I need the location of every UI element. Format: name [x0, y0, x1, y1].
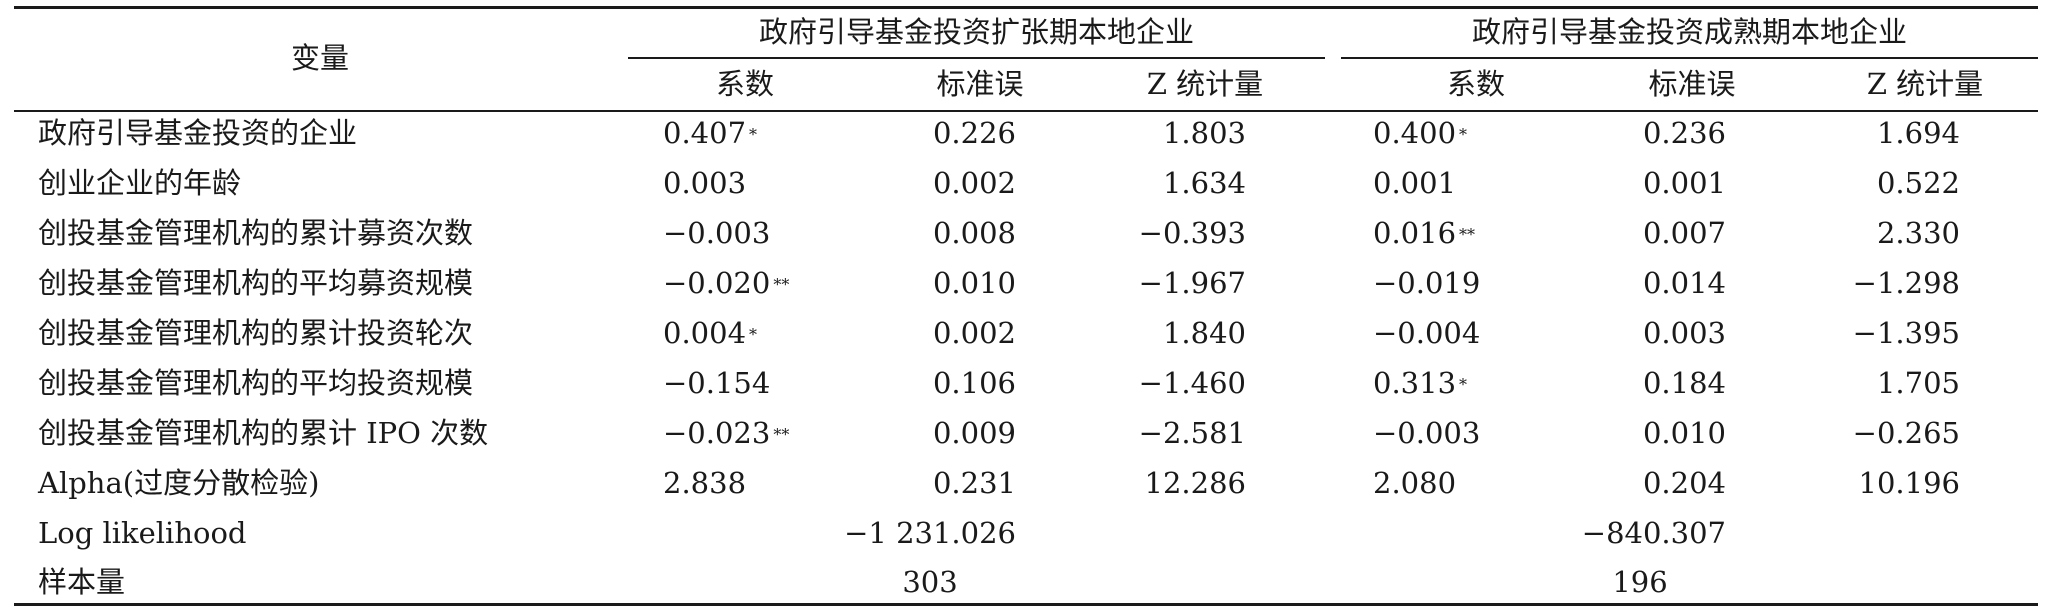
coef-1: 0.004 * [663, 316, 758, 350]
z-2: −1.395 [1852, 316, 1960, 350]
z-2: 0.522 [1876, 166, 1960, 200]
row-label: 创投基金管理机构的平均募资规模 [38, 266, 474, 300]
se-2: 0.236 [1642, 116, 1726, 150]
row-label: 创投基金管理机构的累计投资轮次 [38, 316, 474, 350]
sample-size-value-2: 196 [1612, 565, 1668, 599]
significance-marker: ** [773, 425, 790, 444]
subheader-coef-1: 系数 [715, 67, 774, 101]
group-rule-left [628, 57, 1325, 59]
coef-2: 0.016 ** [1373, 216, 1476, 250]
se-1: 0.002 [932, 316, 1016, 350]
group-rule-right [1341, 57, 2038, 59]
row-label: 创投基金管理机构的累计募资次数 [38, 216, 474, 250]
header-rule [14, 110, 2038, 112]
coef-2: −0.003 [1373, 416, 1481, 450]
variable-header: 变量 [290, 41, 349, 75]
z-1: 12.286 [1144, 466, 1246, 500]
group-header-expansion: 政府引导基金投资扩张期本地企业 [758, 15, 1194, 49]
subheader-z-2: Z 统计量 [1866, 67, 1984, 101]
sample-size-label: 样本量 [38, 565, 126, 599]
z-1: 1.634 [1162, 166, 1246, 200]
z-1: 1.840 [1162, 316, 1246, 350]
coef-1: 0.407 * [663, 116, 758, 150]
subheader-z-1: Z 统计量 [1146, 67, 1264, 101]
se-1: 0.009 [932, 416, 1016, 450]
subheader-coef-2: 系数 [1446, 67, 1505, 101]
z-1: −2.581 [1138, 416, 1246, 450]
se-1: 0.010 [932, 266, 1016, 300]
z-2: −0.265 [1852, 416, 1960, 450]
top-rule [14, 6, 2038, 9]
z-1: 1.803 [1162, 116, 1246, 150]
significance-marker: ** [773, 275, 790, 294]
subheader-se-1: 标准误 [936, 67, 1024, 101]
z-1: −1.967 [1138, 266, 1246, 300]
se-2: 0.007 [1642, 216, 1726, 250]
subheader-se-2: 标准误 [1648, 67, 1736, 101]
coef-2: 0.400 * [1373, 116, 1468, 150]
se-1: 0.231 [932, 466, 1016, 500]
se-1: 0.226 [932, 116, 1016, 150]
coef-1: −0.020 ** [663, 266, 790, 300]
se-2: 0.003 [1642, 316, 1726, 350]
coef-2: 2.080 [1373, 466, 1457, 500]
se-2: 0.010 [1642, 416, 1726, 450]
row-label: 政府引导基金投资的企业 [38, 116, 358, 150]
coef-1: −0.154 [663, 366, 771, 400]
se-2: 0.014 [1642, 266, 1726, 300]
coef-1: −0.023 ** [663, 416, 790, 450]
z-2: 2.330 [1876, 216, 1960, 250]
z-2: −1.298 [1852, 266, 1960, 300]
significance-marker: * [1459, 375, 1468, 394]
row-label: 创投基金管理机构的累计 IPO 次数 [38, 416, 489, 450]
se-1: 0.002 [932, 166, 1016, 200]
z-2: 1.694 [1876, 116, 1960, 150]
significance-marker: * [749, 325, 758, 344]
coef-2: 0.313 * [1373, 366, 1468, 400]
coef-2: 0.001 [1373, 166, 1457, 200]
significance-marker: * [749, 125, 758, 144]
row-label: 创业企业的年龄 [38, 166, 242, 200]
row-label: Alpha(过度分散检验) [38, 466, 320, 500]
se-1: 0.106 [932, 366, 1016, 400]
row-label: 创投基金管理机构的平均投资规模 [38, 366, 474, 400]
loglik-label: Log likelihood [38, 516, 247, 550]
loglik-value-2: −840.307 [1581, 516, 1726, 550]
se-2: 0.184 [1642, 366, 1726, 400]
z-1: −1.460 [1138, 366, 1246, 400]
coef-1: 0.003 [663, 166, 747, 200]
coef-2: −0.004 [1373, 316, 1481, 350]
coef-1: −0.003 [663, 216, 771, 250]
z-2: 10.196 [1858, 466, 1960, 500]
bottom-rule [14, 603, 2038, 606]
group-header-mature: 政府引导基金投资成熟期本地企业 [1471, 15, 1907, 49]
se-2: 0.204 [1642, 466, 1726, 500]
loglik-value-1: −1 231.026 [844, 516, 1016, 550]
se-2: 0.001 [1642, 166, 1726, 200]
se-1: 0.008 [932, 216, 1016, 250]
z-1: −0.393 [1138, 216, 1246, 250]
significance-marker: * [1459, 125, 1468, 144]
z-2: 1.705 [1876, 366, 1960, 400]
sample-size-value-1: 303 [902, 565, 958, 599]
coef-2: −0.019 [1373, 266, 1481, 300]
significance-marker: ** [1459, 225, 1476, 244]
coef-1: 2.838 [663, 466, 747, 500]
